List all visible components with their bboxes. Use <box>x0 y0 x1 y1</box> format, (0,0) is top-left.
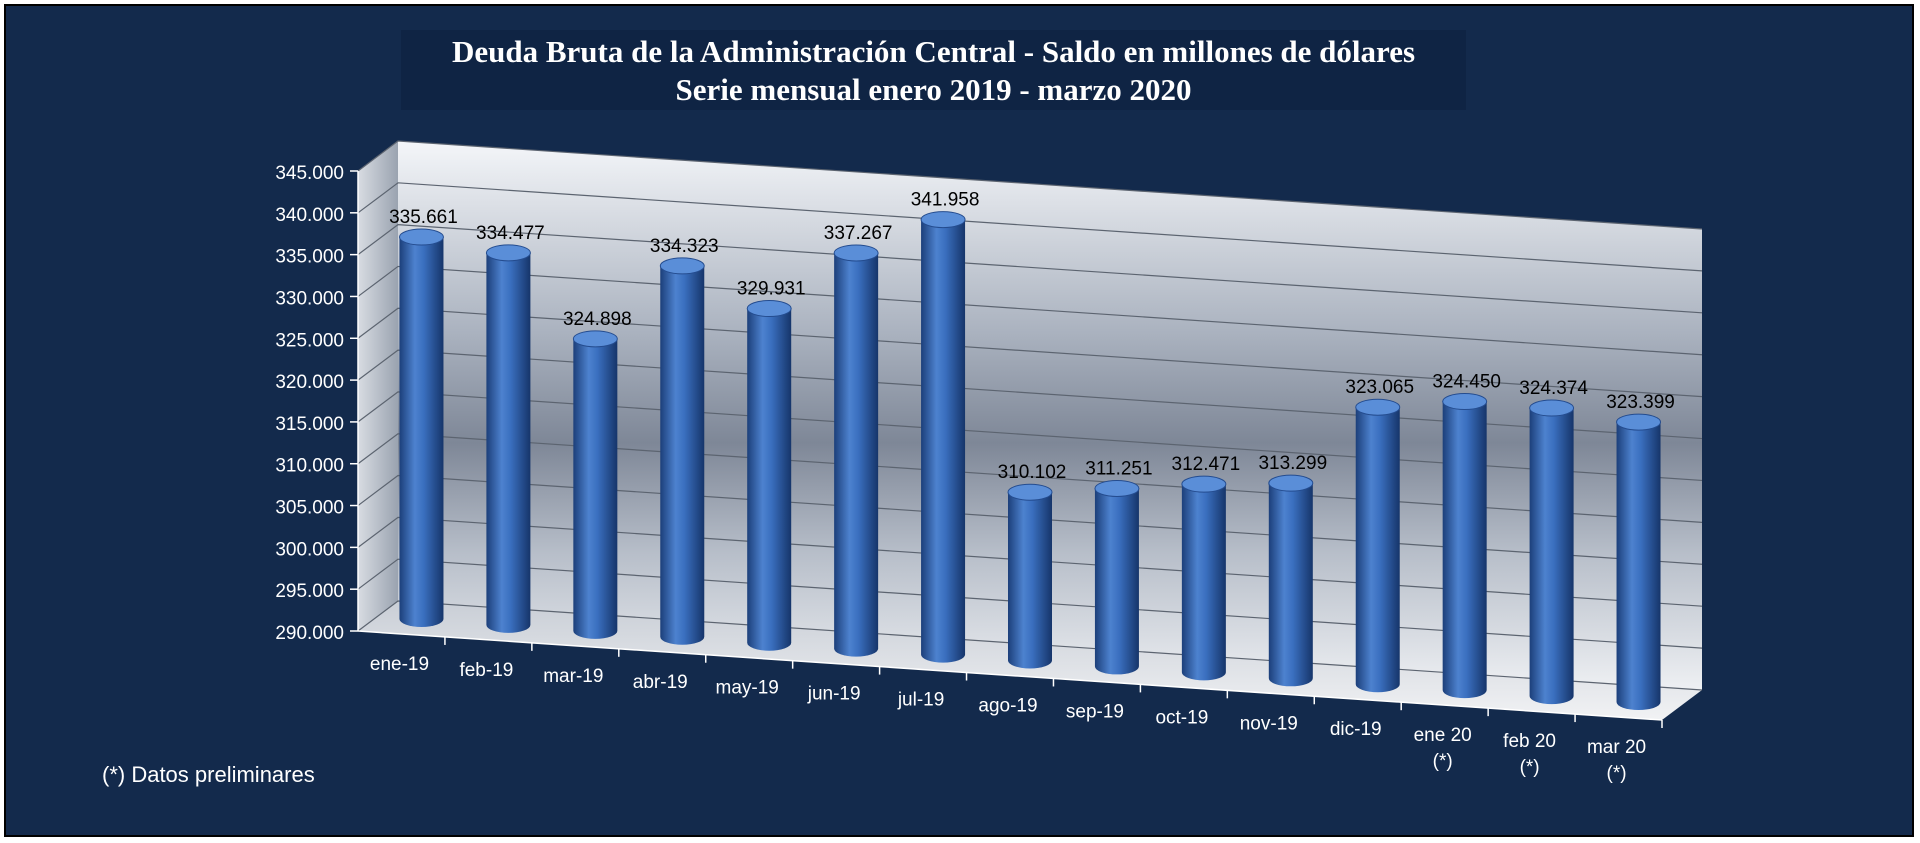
bar <box>1007 483 1053 669</box>
bar <box>398 228 444 627</box>
bar <box>572 330 618 639</box>
y-tick-label: 315.000 <box>275 414 344 435</box>
y-tick-label: 335.000 <box>275 247 344 268</box>
gridline <box>357 433 1703 523</box>
gridline <box>357 474 1703 565</box>
y-tick-label: 305.000 <box>275 498 344 519</box>
x-axis-line <box>357 630 1663 721</box>
bar <box>1181 475 1227 681</box>
chart-title: Deuda Bruta de la Administración Central… <box>451 34 1416 69</box>
x-tick-label: jul-19 <box>897 690 944 711</box>
chart-subtitle: Serie mensual enero 2019 - marzo 2020 <box>675 72 1192 107</box>
data-label: 311.251 <box>1085 458 1152 479</box>
gridline <box>357 349 1703 440</box>
data-label: 324.450 <box>1432 372 1501 393</box>
x-tick-label: ene 20 (*) <box>1414 725 1472 772</box>
data-label: 313.299 <box>1258 453 1327 474</box>
data-label: 323.399 <box>1606 392 1675 413</box>
y-tick-label: 320.000 <box>275 372 344 393</box>
footnote: (*) Datos preliminares <box>102 762 315 787</box>
gridline <box>357 558 1703 649</box>
x-tick-label: dic-19 <box>1330 719 1382 740</box>
data-label: 335.661 <box>389 207 458 228</box>
data-label: 334.323 <box>650 236 719 257</box>
data-label: 324.374 <box>1519 378 1588 399</box>
x-tick-label: may-19 <box>716 678 779 699</box>
data-label: 337.267 <box>824 223 893 244</box>
x-tick-label: oct-19 <box>1155 707 1208 728</box>
bar <box>746 300 792 651</box>
gridline <box>357 265 1703 356</box>
data-label: 312.471 <box>1172 454 1241 475</box>
x-tick-label: jun-19 <box>807 684 861 705</box>
x-tick-label: feb 20 (*) <box>1503 731 1556 778</box>
bar <box>1094 479 1140 675</box>
x-tick-label: mar 20 (*) <box>1587 737 1646 784</box>
bar <box>659 257 705 645</box>
bar <box>833 244 879 657</box>
bar <box>1268 474 1314 687</box>
data-label: 323.065 <box>1345 377 1414 398</box>
bar <box>1616 413 1662 711</box>
bar-chart: 290.000 295.000 300.000 305.000 310.000 315.0… <box>275 140 1703 784</box>
data-label: 324.898 <box>563 309 632 330</box>
bar <box>920 211 966 663</box>
gridline <box>357 391 1703 482</box>
side-wall <box>358 141 398 631</box>
y-tick-label: 310.000 <box>275 456 344 477</box>
gridline <box>357 182 1703 272</box>
gridline <box>357 307 1703 398</box>
chart-title-box: Deuda Bruta de la Administración Central… <box>401 30 1466 110</box>
x-tick-label: ene-19 <box>370 654 429 675</box>
bar <box>1529 399 1575 705</box>
x-tick-label: abr-19 <box>633 672 688 693</box>
y-tick-label: 340.000 <box>275 205 344 226</box>
y-tick-label: 345.000 <box>275 163 344 184</box>
data-label: 334.477 <box>476 223 545 244</box>
x-tick-label: nov-19 <box>1240 713 1298 734</box>
y-tick-label: 330.000 <box>275 288 344 309</box>
x-tick-label: sep-19 <box>1066 701 1124 722</box>
y-tick-label: 325.000 <box>275 330 344 351</box>
x-tick-label: mar-19 <box>543 666 603 687</box>
gridline <box>357 140 1703 230</box>
data-label: 329.931 <box>737 279 806 300</box>
chart-frame: Deuda Bruta de la Administración Central… <box>4 4 1914 837</box>
y-tick-label: 300.000 <box>275 539 344 560</box>
bar <box>485 244 531 633</box>
gridline <box>357 224 1703 314</box>
y-tick-label: 290.000 <box>275 623 344 644</box>
data-label: 310.102 <box>998 462 1067 483</box>
x-tick-label: ago-19 <box>978 696 1037 717</box>
gridline <box>357 516 1703 607</box>
y-tick-label: 295.000 <box>275 581 344 602</box>
data-label: 341.958 <box>911 190 980 211</box>
x-tick-label: feb-19 <box>459 660 513 681</box>
bar <box>1442 393 1488 699</box>
bar <box>1355 398 1401 693</box>
gridline <box>357 600 1703 691</box>
